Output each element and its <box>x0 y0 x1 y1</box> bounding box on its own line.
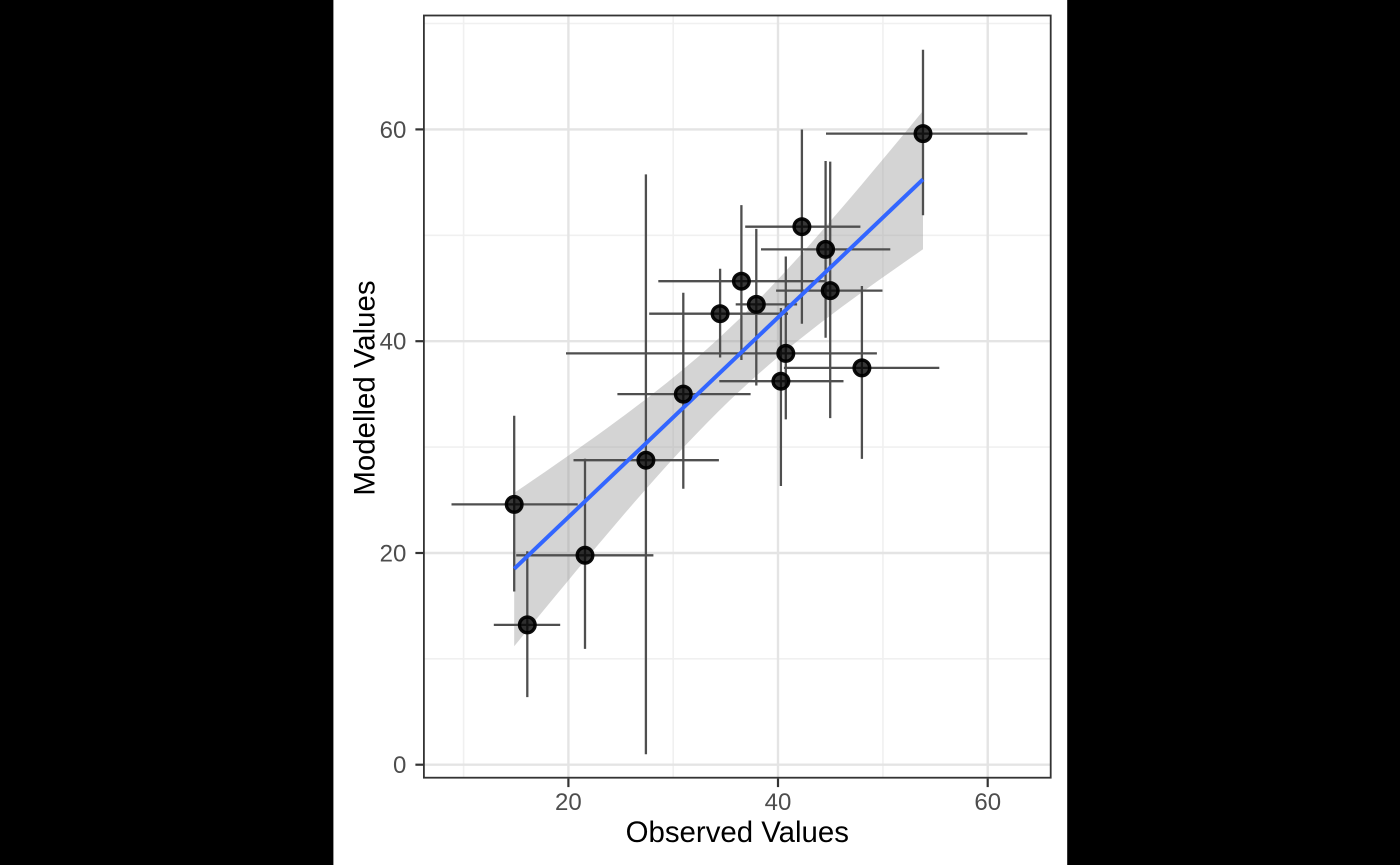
svg-text:60: 60 <box>974 789 1001 816</box>
svg-text:40: 40 <box>765 789 792 816</box>
svg-text:Observed Values: Observed Values <box>626 816 849 849</box>
svg-text:60: 60 <box>380 117 407 144</box>
svg-text:20: 20 <box>380 541 407 568</box>
svg-text:Modelled Values: Modelled Values <box>348 280 381 495</box>
svg-text:20: 20 <box>555 789 582 816</box>
svg-text:0: 0 <box>393 752 406 779</box>
svg-text:40: 40 <box>380 329 407 356</box>
